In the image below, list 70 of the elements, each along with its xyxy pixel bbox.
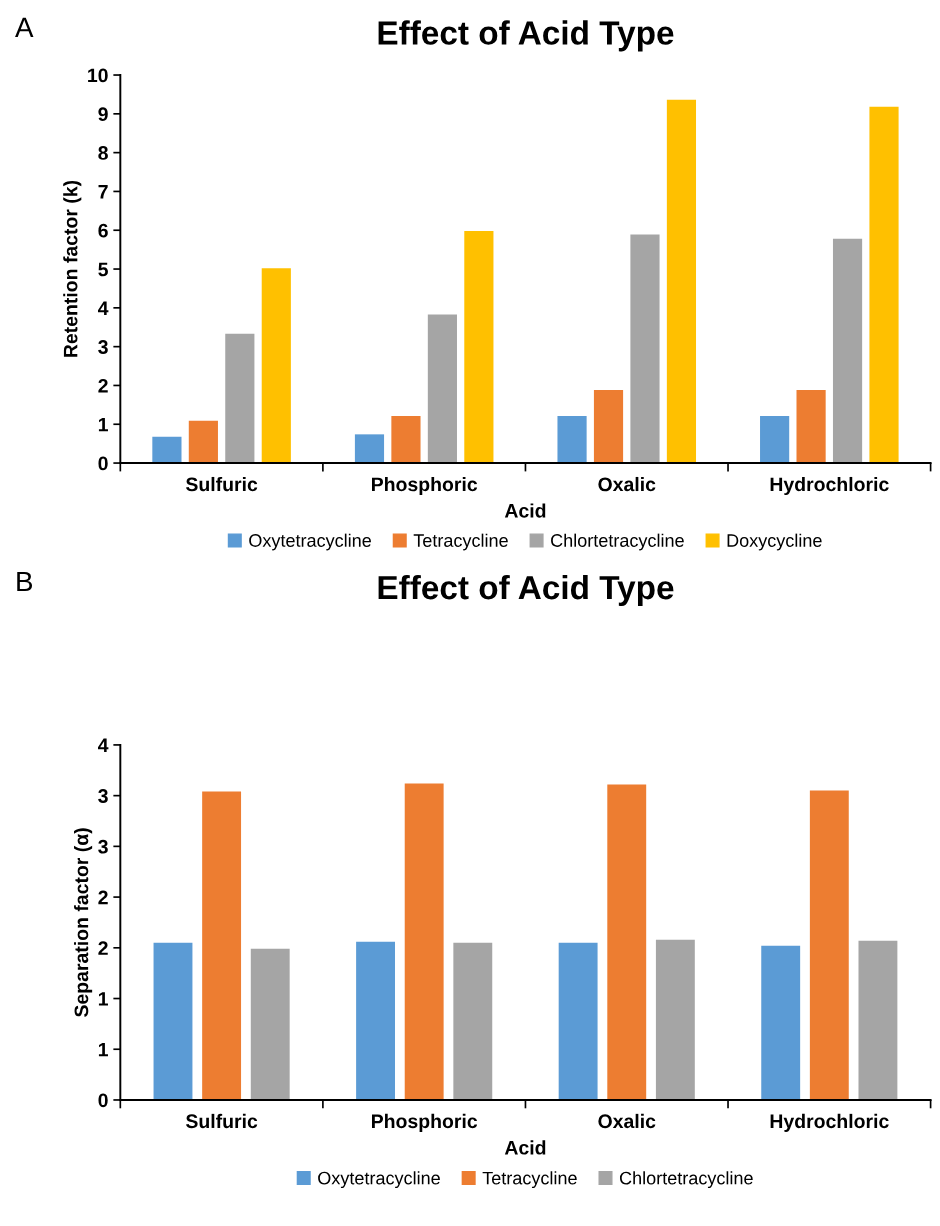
x-tick-label: Phosphoric xyxy=(372,1113,478,1132)
bar xyxy=(558,942,598,1100)
legend-label: Tetracycline xyxy=(413,533,508,551)
bar xyxy=(354,434,385,464)
bar xyxy=(404,783,444,1100)
y-tick-label: 2 xyxy=(98,890,108,905)
legend-label: Chlortetracycline xyxy=(619,1171,753,1189)
y-axis-title: Separation factor (α) xyxy=(74,828,93,1017)
x-tick-label: Hydrochloric xyxy=(770,1113,889,1132)
bar xyxy=(250,948,290,1100)
y-tick-label: 9 xyxy=(98,107,108,122)
bar xyxy=(261,268,291,464)
bar xyxy=(869,106,899,464)
y-tick-label: 2 xyxy=(98,941,108,955)
y-tick-label: 1 xyxy=(98,992,108,1006)
y-tick-label: 5 xyxy=(98,262,108,277)
y-tick-label: 10 xyxy=(88,68,108,83)
bar xyxy=(427,314,457,464)
y-tick-label: 0 xyxy=(98,456,108,471)
bar xyxy=(761,945,801,1100)
bar xyxy=(796,390,826,464)
text: B xyxy=(17,571,33,592)
x-tick-label: Phosphoric xyxy=(372,476,478,496)
bar xyxy=(152,436,182,464)
x-tick-label: Oxalic xyxy=(598,1113,656,1129)
bar xyxy=(557,416,587,464)
bar xyxy=(188,420,218,464)
x-axis-title: Acid xyxy=(504,1140,546,1155)
x-tick-label: Sulfuric xyxy=(185,476,258,492)
legend-label: Doxycycline xyxy=(727,533,822,551)
y-tick-label: 2 xyxy=(98,378,108,393)
y-tick-label: 4 xyxy=(98,738,109,752)
bar xyxy=(453,942,493,1100)
y-axis-title: Retention factor (k) xyxy=(63,180,82,357)
y-tick-label: 3 xyxy=(98,340,108,354)
x-tick-label: Hydrochloric xyxy=(770,476,889,496)
bar xyxy=(356,941,395,1100)
x-tick-label: Sulfuric xyxy=(185,1113,258,1129)
y-tick-label: 4 xyxy=(98,301,109,315)
bar xyxy=(809,790,849,1100)
legend-label: Chlortetracycline xyxy=(551,533,684,551)
text: A xyxy=(15,17,34,37)
y-tick-label: 1 xyxy=(98,1042,108,1057)
bar xyxy=(858,940,898,1100)
y-tick-label: 7 xyxy=(98,185,108,199)
bar xyxy=(391,416,421,464)
bar xyxy=(464,231,494,464)
legend-label: Oxytetracycline xyxy=(249,533,371,551)
legend-label: Oxytetracycline xyxy=(318,1171,440,1189)
y-tick-label: 0 xyxy=(98,1093,108,1108)
bar xyxy=(655,939,695,1100)
chart-title: Effect of Acid Type xyxy=(378,574,674,606)
x-axis-title: Acid xyxy=(504,503,546,518)
legend-label: Tetracycline xyxy=(482,1171,577,1189)
bar xyxy=(760,416,790,464)
y-tick-label: 6 xyxy=(98,223,108,238)
bar xyxy=(607,784,647,1100)
chart-title: Effect of Acid Type xyxy=(378,20,674,52)
bar xyxy=(593,390,624,464)
bar xyxy=(630,234,660,464)
y-tick-label: 1 xyxy=(98,417,108,432)
bar xyxy=(202,791,242,1100)
bar xyxy=(666,99,697,464)
x-tick-label: Oxalic xyxy=(598,476,656,492)
bar xyxy=(832,238,863,464)
y-tick-label: 3 xyxy=(98,839,108,854)
y-tick-label: 3 xyxy=(98,789,108,803)
bar xyxy=(225,333,255,464)
y-tick-label: 8 xyxy=(98,146,108,160)
bar xyxy=(153,942,193,1100)
